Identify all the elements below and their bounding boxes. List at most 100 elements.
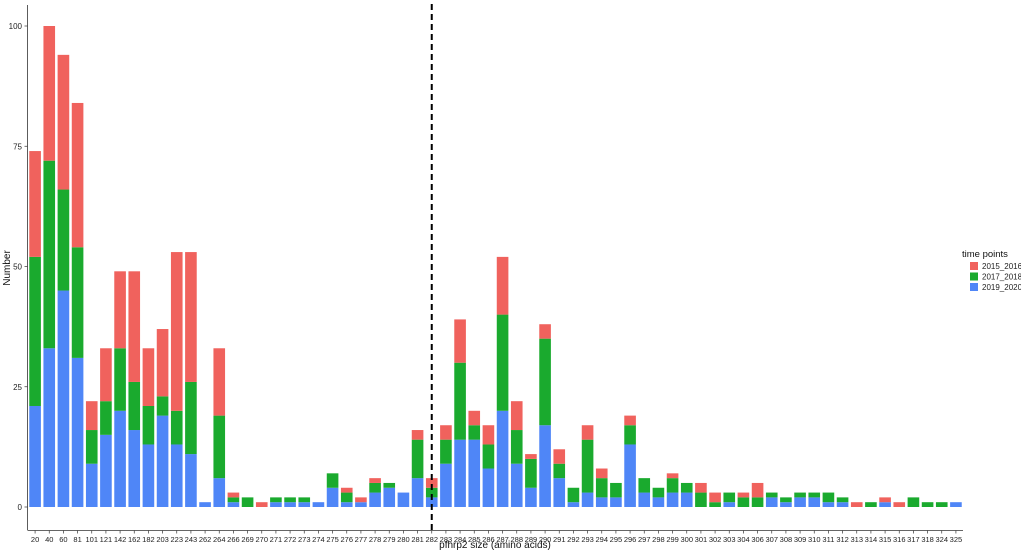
x-tick-label-273: 273 [298,535,311,544]
x-tick-label-264: 264 [213,535,226,544]
bar-269-2017_2018 [241,497,254,507]
bars-layer [29,26,962,507]
x-tick-label-203: 203 [156,535,169,544]
bar-282-2015_2016 [425,478,438,488]
bar-60-2015_2016 [57,54,70,190]
bar-312-2019_2020 [836,502,849,507]
bar-266-2017_2018 [227,497,240,503]
bar-285-2019_2020 [468,439,481,507]
x-tick-label-243: 243 [185,535,198,544]
bar-101-2019_2020 [85,463,98,507]
x-axis-title: pfhrp2 size (amino acids) [439,540,551,551]
x-tick-label-280: 280 [397,535,410,544]
bar-272-2019_2020 [284,502,296,507]
bar-294-2015_2016 [595,468,608,479]
x-tick-label-297: 297 [638,535,651,544]
bar-203-2017_2018 [156,396,169,416]
bar-287-2017_2018 [496,314,509,411]
bar-310-2017_2018 [808,492,821,498]
bar-142-2015_2016 [114,271,126,349]
x-tick-label-313: 313 [850,535,863,544]
y-tick-label-50: 50 [13,263,22,272]
bar-293-2015_2016 [581,425,594,440]
y-tick-label-0: 0 [18,503,23,512]
bar-294-2017_2018 [595,478,608,498]
x-tick-label-40: 40 [45,535,53,544]
bar-313-2015_2016 [850,502,863,507]
y-tick-label-100: 100 [9,22,23,31]
bar-273-2017_2018 [298,497,311,503]
x-tick-label-286: 286 [482,535,495,544]
bar-281-2015_2016 [411,430,424,440]
x-tick-label-278: 278 [369,535,382,544]
x-tick-label-296: 296 [624,535,637,544]
x-tick-label-182: 182 [142,535,155,544]
bar-162-2017_2018 [128,381,141,431]
bar-121-2019_2020 [100,434,112,507]
x-tick-label-308: 308 [780,535,793,544]
bar-297-2019_2020 [638,492,651,507]
bar-314-2017_2018 [865,502,877,507]
bar-288-2017_2018 [510,430,523,464]
bar-162-2019_2020 [128,430,141,507]
bar-20-2015_2016 [29,151,41,257]
bar-304-2017_2018 [737,497,750,507]
bar-285-2017_2018 [468,425,481,440]
bar-276-2019_2020 [340,502,353,507]
bar-121-2015_2016 [100,348,112,402]
bar-40-2019_2020 [43,348,56,507]
x-tick-label-162: 162 [128,535,141,544]
bar-299-2017_2018 [666,478,679,493]
bar-283-2019_2020 [440,463,452,507]
bar-20-2017_2018 [29,256,41,406]
x-tick-label-288: 288 [510,535,523,544]
x-tick-label-283: 283 [440,535,453,544]
legend-swatch-2017_2018 [970,272,978,281]
bar-162-2015_2016 [128,271,141,382]
bar-296-2017_2018 [624,425,636,445]
bar-243-2017_2018 [185,381,197,455]
bar-243-2019_2020 [185,454,197,507]
x-tick-label-101: 101 [85,535,98,544]
x-tick-label-307: 307 [765,535,778,544]
x-tick-label-318: 318 [921,535,934,544]
bar-315-2019_2020 [879,502,891,507]
bar-182-2017_2018 [142,405,155,445]
bar-303-2019_2020 [723,502,736,507]
bar-142-2019_2020 [114,410,126,507]
bar-279-2017_2018 [383,482,396,488]
bar-311-2017_2018 [822,492,835,503]
x-tick-label-293: 293 [581,535,594,544]
bar-274-2019_2020 [312,502,325,507]
bar-60-2017_2018 [57,189,70,291]
x-tick-label-121: 121 [100,535,113,544]
bar-273-2019_2020 [298,502,311,507]
bar-182-2015_2016 [142,348,155,406]
bar-286-2019_2020 [482,468,495,507]
x-tick-label-285: 285 [468,535,481,544]
x-tick-label-266: 266 [227,535,240,544]
x-tick-label-281: 281 [411,535,424,544]
bar-325-2019_2020 [950,502,962,507]
x-tick-label-223: 223 [170,535,183,544]
bar-277-2019_2020 [355,502,367,507]
bar-295-2017_2018 [610,482,622,498]
x-tick-label-269: 269 [241,535,254,544]
x-tick-label-302: 302 [709,535,722,544]
bar-276-2015_2016 [340,487,353,493]
y-tick-label-25: 25 [13,383,22,392]
bar-309-2019_2020 [794,497,806,507]
bar-264-2019_2020 [213,478,226,507]
bar-283-2015_2016 [440,425,452,440]
legend-title: time points [962,249,1008,260]
x-tick-label-303: 303 [723,535,736,544]
x-tick-label-315: 315 [879,535,892,544]
y-ticks-layer: 0 25 50 75 100 [9,22,28,512]
bar-275-2019_2020 [326,487,339,507]
legend-swatch-2019_2020 [970,283,978,291]
x-tick-label-292: 292 [567,535,580,544]
x-tick-label-310: 310 [808,535,821,544]
legend-label-2017_2018: 2017_2018 [982,273,1021,282]
bar-121-2017_2018 [100,401,112,435]
